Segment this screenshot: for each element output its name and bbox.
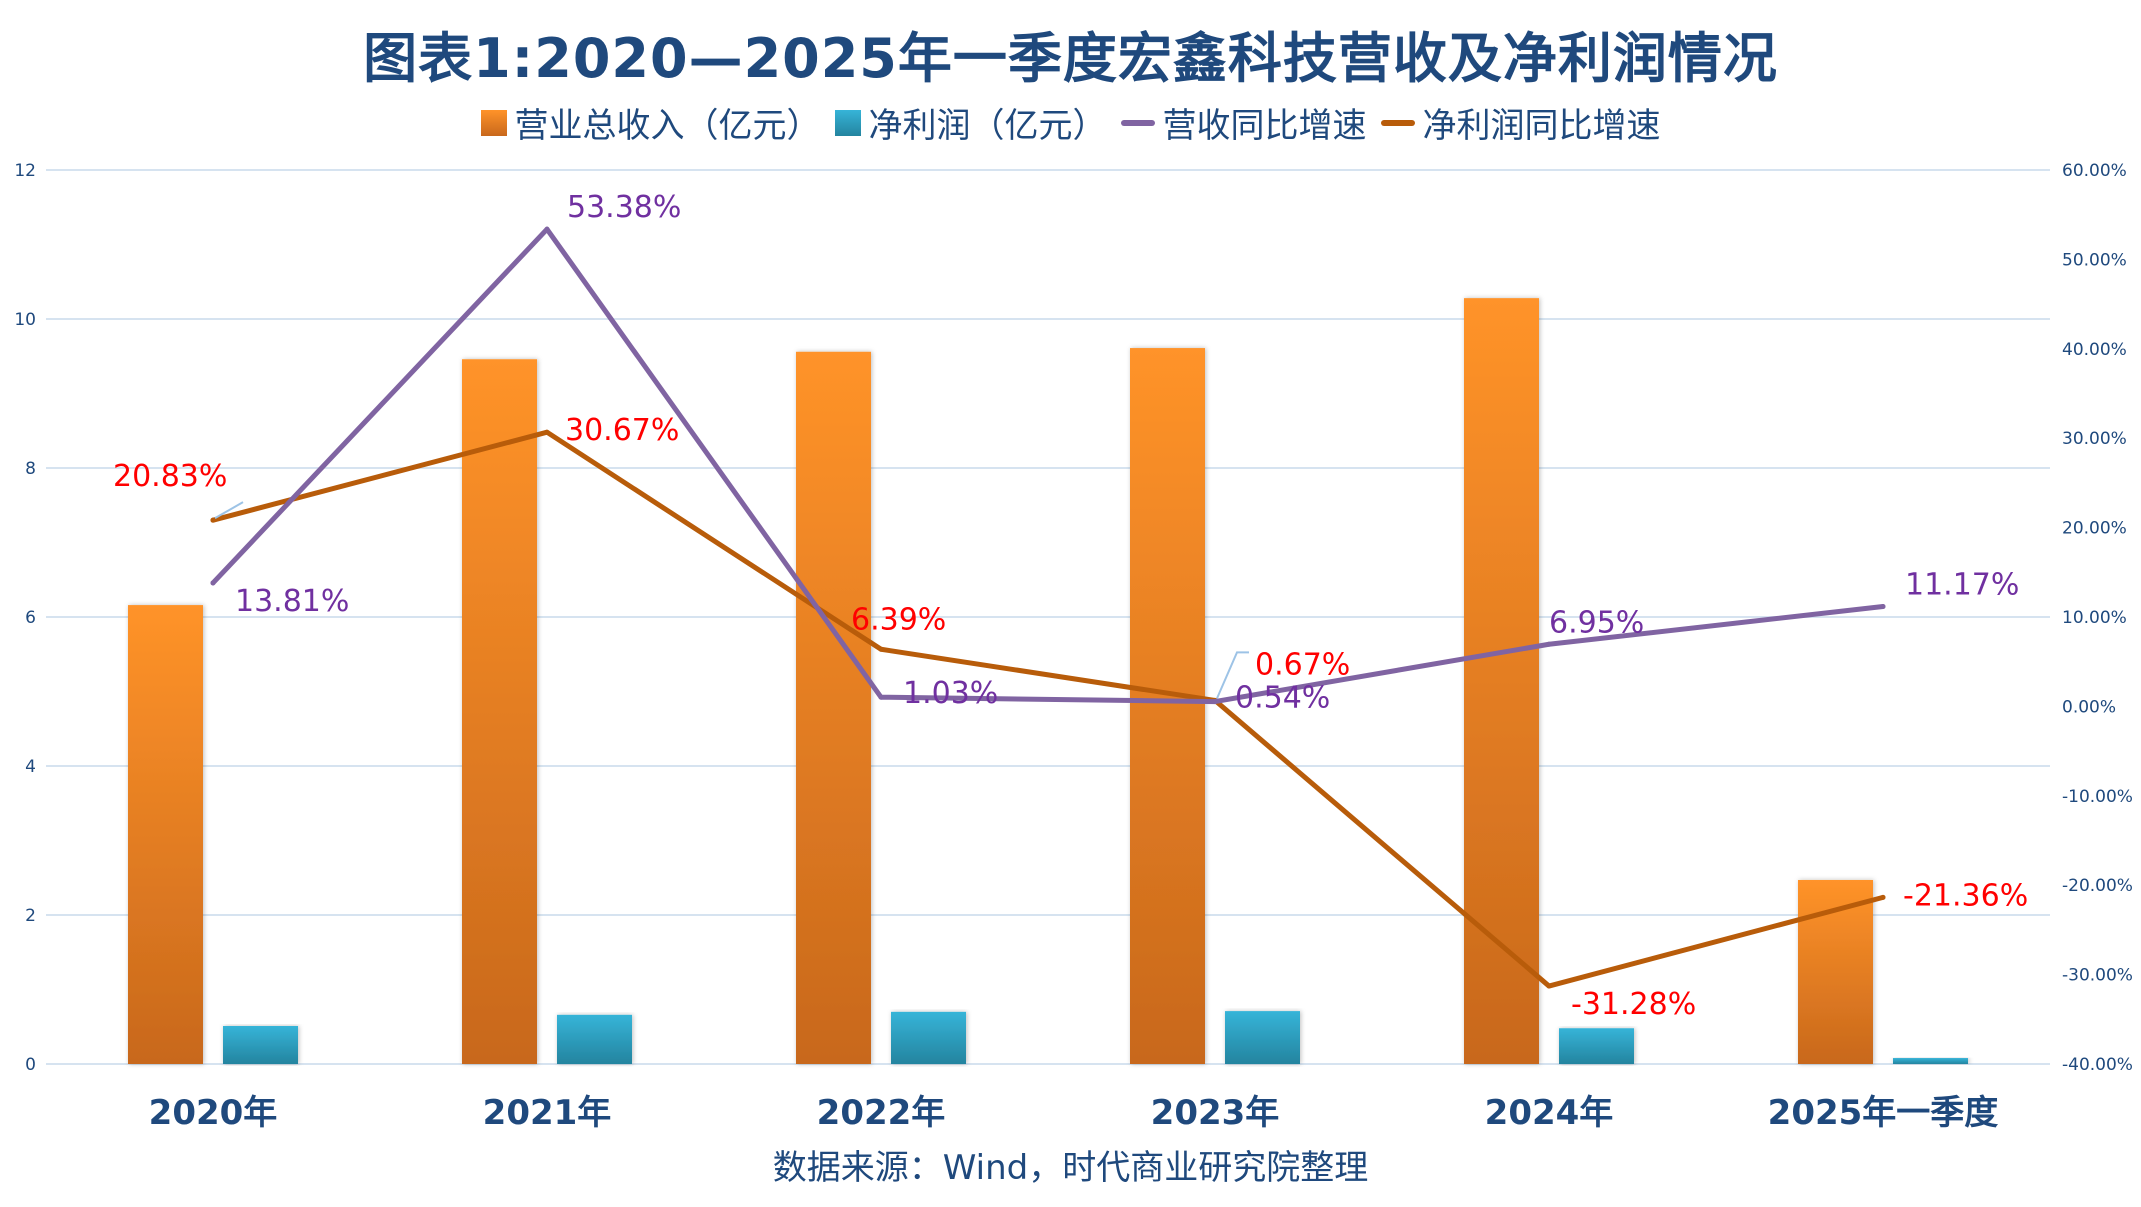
data-label-revenue-growth: 6.95% [1549,605,1644,640]
line-revenue-growth-point [210,580,216,586]
bar-net-profit [1893,1058,1968,1064]
legend-swatch-profit [834,109,861,136]
line-revenue-growth-point [1546,641,1552,647]
bar-revenue [1464,298,1539,1064]
left-axis-tick-label: 4 [25,757,36,777]
line-revenue-growth [210,226,1886,705]
legend: 营业总收入（亿元） 净利润（亿元） 营收同比增速 净利润同比增速 [0,98,2141,147]
left-axis-tick-label: 10 [14,310,36,330]
left-axis-tick-label: 6 [25,608,36,628]
legend-item-profit-growth: 净利润同比增速 [1380,98,1661,147]
line-revenue-growth-point [1212,699,1218,705]
bar-net-profit [1559,1028,1634,1064]
data-label-profit-growth: -31.28% [1571,987,1696,1022]
right-axis-tick-label: -20.00% [2062,876,2133,896]
line-profit-growth [210,429,1886,989]
bar-revenue [1130,348,1205,1064]
line-revenue-growth-point [1880,604,1886,610]
right-axis-tick-label: -10.00% [2062,787,2133,807]
legend-label-profit-growth: 净利润同比增速 [1422,106,1661,146]
data-label-revenue-growth: 11.17% [1905,568,2019,603]
bar-revenue [128,605,203,1064]
leader-line [1216,651,1249,699]
data-label-profit-growth: 30.67% [565,413,679,448]
x-axis-tick-label: 2025年一季度 [1768,1093,1999,1133]
legend-item-revenue: 营业总收入（亿元） [480,98,821,147]
bar-net-profit [1225,1011,1300,1064]
right-axis-tick-label: 50.00% [2062,250,2127,270]
data-label-revenue-growth: 0.54% [1235,681,1330,716]
source-note: 数据来源：Wind，时代商业研究院整理 [772,1148,1369,1188]
legend-line-profit-growth [1380,119,1415,126]
legend-item-revenue-growth: 营收同比增速 [1120,98,1367,147]
legend-line-revenue-growth [1120,119,1155,126]
x-axis-tick-label: 2021年 [483,1093,612,1133]
right-axis-tick-label: 60.00% [2062,161,2127,181]
line-profit-growth-point [1880,894,1886,900]
legend-label-revenue-growth: 营收同比增速 [1162,106,1367,146]
line-revenue-growth-point [544,226,550,232]
data-label-profit-growth: 6.39% [851,602,946,637]
line-profit-growth-point [544,429,550,435]
bar-net-profit [223,1026,298,1064]
x-axis-tick-label: 2024年 [1485,1093,1614,1133]
right-axis-tick-label: 0.00% [2062,697,2116,717]
legend-swatch-revenue [480,109,507,136]
bar-net-profit [557,1014,632,1064]
data-label-revenue-growth: 53.38% [567,190,681,225]
line-revenue-growth-point [878,694,884,700]
line-profit-growth-point [878,646,884,652]
left-axis-tick-label: 0 [25,1055,36,1075]
left-axis-tick-label: 2 [25,906,36,926]
line-profit-growth-point [1546,983,1552,989]
right-axis-tick-label: 30.00% [2062,429,2127,449]
legend-label-profit: 净利润（亿元） [868,106,1107,146]
line-profit-growth-point [210,517,216,523]
right-axis-tick-label: 20.00% [2062,519,2127,539]
legend-label-revenue: 营业总收入（亿元） [514,106,821,146]
left-axis-tick-label: 8 [25,459,36,479]
chart-title: 图表1:2020—2025年一季度宏鑫科技营收及净利润情况 [363,27,1778,90]
bar-revenue [796,351,871,1064]
data-label-revenue-growth: 1.03% [903,676,998,711]
bar-revenue [462,359,537,1065]
data-label-profit-growth: -21.36% [1903,878,2028,913]
x-axis-tick-label: 2023年 [1151,1093,1280,1133]
right-axis-tick-label: 40.00% [2062,340,2127,360]
right-axis-tick-label: -40.00% [2062,1055,2133,1075]
legend-item-profit: 净利润（亿元） [834,98,1107,147]
leader-line [214,501,244,520]
left-axis-tick-label: 12 [14,161,36,181]
data-label-profit-growth: 0.67% [1255,647,1350,682]
data-label-profit-growth: 20.83% [113,459,227,494]
x-axis-tick-label: 2022年 [817,1093,946,1133]
right-axis-tick-label: 10.00% [2062,608,2127,628]
right-axis-tick-label: -30.00% [2062,966,2133,986]
bar-net-profit [891,1011,966,1064]
x-axis-tick-label: 2020年 [149,1093,278,1133]
data-label-revenue-growth: 13.81% [235,584,349,619]
